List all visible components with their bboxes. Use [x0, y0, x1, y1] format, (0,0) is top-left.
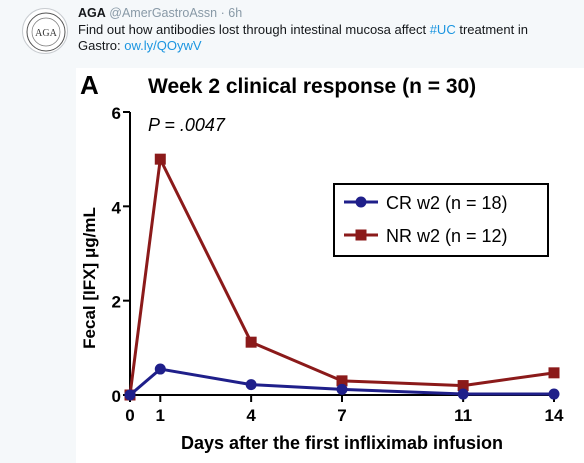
x-tick-label: 11 [454, 406, 472, 425]
legend-marker [355, 196, 367, 208]
data-point [457, 380, 469, 392]
data-point [457, 388, 469, 400]
hashtag-link[interactable]: #UC [429, 22, 456, 37]
chart-title: Week 2 clinical response (n = 30) [148, 75, 476, 98]
x-tick-label: 14 [545, 406, 564, 425]
x-tick-label: 0 [125, 406, 134, 425]
series-line [129, 367, 554, 397]
p-value-annotation: P = .0047 [148, 115, 226, 135]
data-point [245, 336, 257, 348]
series-cr [124, 363, 560, 401]
data-point [154, 363, 166, 375]
meta-separator: · [220, 6, 225, 20]
panel-label: A [80, 70, 99, 100]
data-point [245, 379, 257, 391]
author-handle[interactable]: @AmerGastroAssn [109, 6, 218, 20]
tweet-text-part-2: treatment in Gastro: [78, 22, 528, 53]
avatar[interactable]: AGA [22, 8, 68, 54]
x-tick-label: 7 [337, 406, 346, 425]
tweet-text-part-1: Find out how antibodies lost through int… [78, 22, 430, 37]
data-point [336, 375, 348, 387]
y-tick-label: 4 [112, 198, 122, 217]
chart-figure[interactable]: A Week 2 clinical response (n = 30) P = … [76, 68, 584, 463]
legend-label: CR w2 (n = 18) [386, 193, 508, 213]
tweet-meta: AGA @AmerGastroAssn · 6h [78, 6, 242, 20]
y-tick-label: 2 [112, 293, 121, 312]
x-tick-label: 1 [156, 406, 165, 425]
data-point [124, 389, 136, 401]
legend-label: NR w2 (n = 12) [386, 226, 508, 246]
data-point [548, 388, 560, 400]
data-point [154, 153, 166, 165]
legend-marker [355, 229, 367, 241]
x-tick-label: 4 [246, 406, 256, 425]
tweet-url-link[interactable]: ow.ly/QOywV [124, 38, 202, 53]
avatar-text: AGA [35, 28, 57, 39]
data-point [336, 383, 348, 395]
x-axis-label: Days after the first infliximab infusion [181, 433, 503, 453]
legend-box [333, 183, 549, 257]
series-layer [124, 153, 560, 401]
legend: CR w2 (n = 18) NR w2 (n = 12) [333, 183, 549, 257]
tweet-header: AGA AGA @AmerGastroAssn · 6h Find out ho… [0, 0, 584, 68]
data-point [548, 367, 560, 379]
author-name[interactable]: AGA [78, 6, 106, 20]
y-axis-label: Fecal [IFX] μg/mL [80, 207, 99, 349]
aga-logo-icon: AGA [26, 12, 66, 52]
tweet-text: Find out how antibodies lost through int… [78, 22, 573, 54]
series-line [128, 154, 555, 396]
line-chart: A Week 2 clinical response (n = 30) P = … [80, 70, 564, 453]
tweet-timestamp[interactable]: 6h [228, 6, 243, 20]
y-tick-label: 6 [112, 104, 121, 123]
y-tick-label: 0 [112, 387, 121, 406]
